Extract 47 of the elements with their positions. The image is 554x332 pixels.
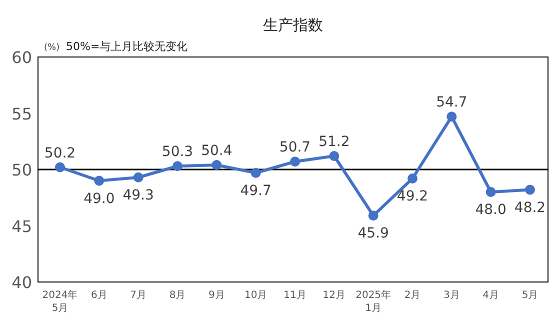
x-tick-label: 5月: [522, 290, 538, 301]
data-label: 51.2: [318, 134, 350, 150]
data-label: 50.3: [162, 144, 194, 160]
x-tick-label: 9月: [208, 290, 225, 301]
x-tick-label: 2月: [404, 290, 421, 301]
point: [329, 151, 340, 161]
data-label: 49.2: [396, 188, 428, 204]
data-label: 50.4: [201, 143, 232, 159]
data-label: 49.7: [240, 182, 272, 199]
point: [486, 187, 496, 197]
x-tick-label: 6月: [90, 290, 108, 301]
y-tick-label: 60: [12, 48, 32, 67]
y-tick-label: 55: [12, 104, 32, 124]
data-label: 50.7: [279, 140, 311, 156]
x-tick-label: 3月: [443, 290, 460, 301]
x-tick-label: 12月: [322, 290, 346, 301]
point: [212, 160, 222, 170]
data-label: 48.2: [514, 200, 546, 216]
chart-title: 生产指数: [263, 16, 323, 34]
data-label: 49.0: [84, 190, 115, 207]
point: [94, 176, 104, 186]
y-tick-label: 50: [12, 160, 32, 180]
point: [290, 156, 300, 167]
data-label: 50.2: [44, 145, 76, 162]
x-tick-label: 10月: [244, 290, 268, 301]
x-tick-label: 4月: [482, 290, 500, 301]
data-label: 48.0: [475, 202, 506, 218]
point: [408, 174, 418, 184]
y-axis-title: (%): [44, 43, 60, 53]
x-tick-label: 7月: [130, 290, 147, 301]
x-tick-label: 8月: [169, 290, 186, 301]
x-tick-label: 2025年 1月: [356, 289, 392, 314]
point: [368, 210, 378, 221]
data-label: 54.7: [436, 94, 468, 111]
point: [525, 184, 535, 195]
x-tick-label: 2024年 5月: [42, 289, 78, 314]
data-label: 49.3: [122, 187, 154, 204]
x-tick-label: 11月: [284, 290, 306, 301]
point: [172, 161, 182, 172]
point: [55, 162, 65, 172]
point: [133, 172, 144, 182]
point: [446, 112, 457, 122]
y-tick-label: 45: [12, 216, 32, 236]
y-tick-label: 40: [12, 273, 32, 292]
point: [250, 168, 261, 178]
data-label: 45.9: [358, 226, 389, 242]
text: 50%=与上月比较无变化: [66, 40, 188, 53]
